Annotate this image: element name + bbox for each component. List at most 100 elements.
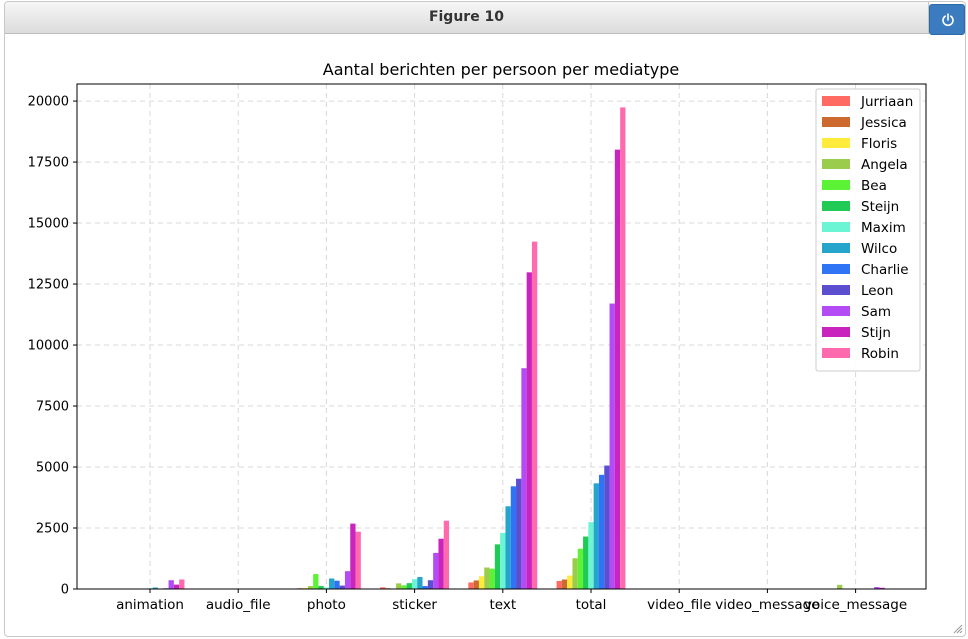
bar [168, 580, 174, 589]
y-tick-label: 0 [61, 583, 69, 598]
bar [417, 577, 423, 589]
y-tick-label: 5000 [36, 461, 69, 476]
legend-swatch [822, 285, 850, 295]
bar [313, 574, 319, 589]
x-tick-label: audio_file [206, 597, 271, 613]
power-button[interactable] [929, 4, 965, 35]
x-tick-label: photo [307, 597, 346, 613]
bar [443, 520, 450, 589]
bar [494, 544, 501, 589]
bar [521, 368, 527, 589]
bar [567, 575, 573, 589]
legend-label: Charlie [861, 262, 909, 278]
legend-swatch [822, 180, 850, 190]
y-tick-label: 12500 [28, 278, 69, 293]
bar [422, 586, 428, 589]
legend-label: Floris [861, 136, 897, 152]
bar [609, 303, 615, 589]
legend-swatch [822, 201, 850, 211]
gridlines [77, 84, 926, 590]
bar [406, 583, 412, 589]
legend-label: Steijn [861, 199, 899, 215]
bar [307, 586, 314, 589]
window-titlebar[interactable]: Figure 10 [5, 2, 929, 34]
bar [874, 587, 880, 589]
legend-label: Robin [861, 346, 899, 362]
bar [318, 586, 324, 589]
bar [173, 584, 180, 589]
bar [505, 506, 511, 589]
bar [478, 576, 485, 589]
bar [355, 531, 361, 589]
legend-swatch [822, 138, 850, 148]
legend-swatch [822, 243, 850, 253]
x-tick-label: animation [116, 597, 184, 613]
bar [380, 587, 386, 589]
x-tick-label: video_file [647, 597, 711, 613]
y-tick-label: 17500 [28, 156, 69, 171]
bar [433, 552, 439, 589]
legend-label: Leon [861, 283, 893, 299]
bar [334, 580, 340, 589]
legend-swatch [822, 159, 850, 169]
bar [179, 579, 185, 589]
legend-label: Stijn [861, 325, 891, 341]
bar [484, 567, 490, 589]
bar [344, 571, 351, 589]
window-title: Figure 10 [428, 9, 505, 25]
bar [598, 474, 605, 589]
y-axis: 0 2500 5000 7500 10000 12500 15000 17500 20000 [28, 95, 77, 598]
bar [339, 585, 345, 589]
bar [561, 579, 568, 589]
figure-window: Figure 10 [4, 1, 966, 637]
legend[interactable]: Jurriaan Jessica Floris Angela Bea Steijn Maxi… [815, 88, 921, 372]
bar [516, 478, 522, 589]
x-tick-label: voice_message [804, 597, 907, 613]
bar [427, 580, 434, 589]
legend-label: Bea [861, 178, 887, 194]
bar [837, 584, 843, 589]
bar [593, 483, 599, 589]
power-icon [942, 13, 954, 27]
x-axis: animation audio_file photo sticker text total… [116, 589, 907, 613]
bar [531, 241, 538, 589]
bar [411, 579, 418, 589]
bar [401, 585, 407, 589]
legend-label: Wilco [861, 241, 897, 257]
y-tick-label: 20000 [28, 95, 69, 110]
bar [473, 580, 479, 589]
y-tick-label: 15000 [28, 217, 69, 232]
y-tick-label: 10000 [28, 339, 69, 354]
bar [152, 587, 158, 589]
bars [115, 107, 891, 590]
legend-swatch [822, 117, 850, 127]
legend-label: Angela [861, 157, 908, 173]
bar [396, 583, 402, 589]
legend-label: Jessica [860, 115, 907, 131]
bar [489, 568, 495, 589]
bar [604, 465, 610, 589]
legend-swatch [822, 348, 850, 358]
legend-label: Maxim [861, 220, 906, 236]
bar [620, 107, 626, 590]
y-tick-label: 2500 [36, 522, 69, 537]
resize-grip-icon[interactable] [953, 624, 963, 634]
bar [510, 486, 517, 589]
bar [526, 272, 532, 589]
legend-swatch [822, 96, 850, 106]
x-tick-label: sticker [392, 597, 437, 613]
bar [329, 578, 335, 589]
bar [438, 538, 444, 589]
legend-swatch [822, 264, 850, 274]
bar [556, 580, 562, 589]
bar [468, 582, 474, 589]
x-tick-label: video_message [715, 597, 819, 613]
y-tick-label: 7500 [36, 400, 69, 415]
plot-frame [76, 83, 927, 590]
bar [879, 587, 885, 589]
x-tick-label: total [576, 597, 607, 613]
legend-label: Sam [861, 304, 891, 320]
bar [350, 523, 356, 589]
legend-label: Jurriaan [860, 94, 913, 110]
